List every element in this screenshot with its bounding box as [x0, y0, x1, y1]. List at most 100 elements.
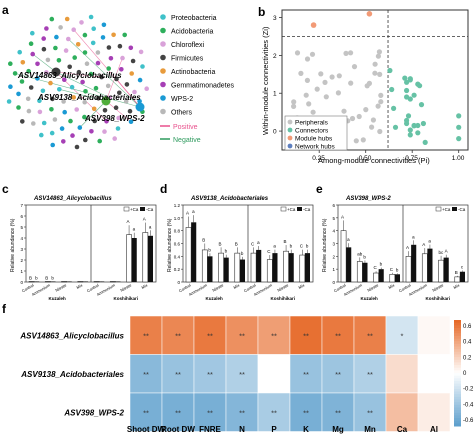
network-node	[96, 96, 101, 101]
significance-marker: **	[335, 370, 341, 379]
legend-swatch-noca	[297, 207, 302, 211]
network-node	[138, 49, 144, 55]
point-module-hub	[310, 22, 317, 28]
heatmap-cell	[161, 354, 195, 394]
colorbar-segment	[454, 330, 461, 334]
legend-label: Peripherals	[295, 120, 329, 127]
bar-panel-title: ASV14863_Alicyclobacillus	[33, 196, 112, 202]
bar-plus-ca	[421, 253, 428, 283]
network-node	[80, 79, 85, 85]
network-node	[12, 71, 18, 76]
treatment-label: Mix	[297, 283, 305, 290]
bar-minus-ca	[256, 249, 262, 282]
heatmap-row-label: ASV398_WPS-2	[63, 408, 124, 417]
sig-letter: b	[290, 244, 293, 249]
heatmap-col-label: Mg	[332, 425, 344, 434]
soil-label: Kuzaleh	[206, 296, 224, 301]
colorbar-segment	[454, 399, 461, 403]
colorbar-segment	[454, 370, 461, 374]
heatmap-cell	[129, 315, 163, 355]
bar-minus-ca	[115, 281, 121, 282]
network-node	[137, 99, 142, 104]
soil-label: Kuzaleh	[361, 296, 379, 301]
network-node	[82, 50, 88, 55]
point-connector	[404, 87, 410, 94]
sig-letter: B	[45, 275, 48, 280]
y-tick-label: 3	[20, 247, 23, 252]
legend-swatch	[160, 27, 166, 34]
panel-label-f: f	[2, 302, 7, 316]
legend-swatch-noca	[452, 207, 457, 211]
point-connector	[456, 136, 462, 142]
network-node	[129, 71, 134, 76]
y-tick-label: 5	[332, 216, 335, 221]
heatmap-cell	[321, 392, 355, 432]
y-tick-label: 0.4	[174, 254, 181, 259]
network-node	[59, 126, 65, 131]
significance-marker: **	[335, 331, 341, 340]
point-peripheral	[370, 117, 376, 123]
y-tick-label: 6	[20, 214, 23, 219]
colorbar-segment	[454, 359, 461, 363]
point-peripheral	[348, 80, 354, 86]
heatmap-cell	[225, 315, 259, 355]
network-node	[41, 36, 46, 41]
network-node	[130, 58, 136, 64]
colorbar-segment	[454, 412, 461, 416]
network-node	[93, 85, 99, 91]
network-edge	[79, 100, 107, 128]
colorbar-segment	[454, 410, 461, 414]
network-node	[62, 109, 67, 115]
y-tick-label: 1.0	[174, 216, 181, 221]
heatmap-cell	[321, 354, 355, 394]
heatmap-cell	[353, 354, 387, 394]
colorbar-segment	[454, 338, 461, 342]
sig-letter: ab	[357, 251, 363, 256]
network-node	[137, 77, 143, 83]
heatmap-row-label: ASV14863_Alicyclobacillus	[19, 331, 124, 340]
legend-label: Connectors	[295, 128, 329, 135]
network-node	[44, 70, 49, 75]
panel-label-e: e	[316, 182, 323, 196]
network-node	[67, 64, 72, 70]
bar-minus-ca	[272, 253, 278, 282]
treatment-label: Ammonium	[343, 282, 364, 297]
bar-plus-ca	[454, 276, 461, 283]
network-node	[49, 130, 55, 136]
network-node	[124, 82, 130, 87]
sig-letter: A	[406, 245, 409, 250]
colorbar-tick-label: 0.4	[463, 340, 472, 346]
network-node	[92, 118, 97, 124]
network-node	[128, 45, 134, 51]
hub-node	[135, 102, 145, 112]
point-peripheral	[377, 128, 383, 135]
network-node	[75, 42, 81, 47]
network-node	[74, 107, 79, 112]
bar-plus-ca	[283, 250, 289, 283]
heatmap-cell	[257, 392, 291, 432]
colorbar-segment	[454, 375, 461, 379]
zipi-frame	[281, 9, 469, 151]
point-peripheral	[322, 79, 328, 85]
sig-letter: B	[202, 238, 205, 243]
bar-panel-title: ASV9138_Acidobacteriales	[190, 196, 269, 202]
treatment-label: Control	[178, 282, 192, 293]
colorbar-segment	[454, 391, 461, 395]
network-node	[41, 120, 47, 126]
edge-legend-label: Negative	[173, 137, 201, 144]
point-connector	[404, 79, 410, 85]
point-peripheral	[343, 50, 349, 57]
heatmap-cell	[353, 392, 387, 432]
significance-marker: **	[239, 370, 245, 379]
point-peripheral	[294, 50, 301, 56]
heatmap-cell	[289, 392, 323, 432]
legend-label: -Ca	[458, 207, 466, 212]
heatmap-cell	[225, 392, 259, 432]
panel-label-b: b	[258, 5, 265, 19]
point-peripheral	[349, 115, 356, 122]
colorbar-segment	[454, 407, 461, 411]
sig-letter: A	[127, 219, 130, 224]
network-node	[100, 35, 106, 40]
treatment-label: Mix	[387, 283, 395, 290]
network-node	[26, 68, 31, 74]
